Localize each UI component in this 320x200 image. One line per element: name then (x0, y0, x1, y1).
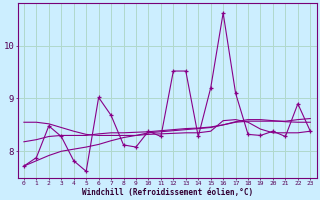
X-axis label: Windchill (Refroidissement éolien,°C): Windchill (Refroidissement éolien,°C) (82, 188, 253, 197)
